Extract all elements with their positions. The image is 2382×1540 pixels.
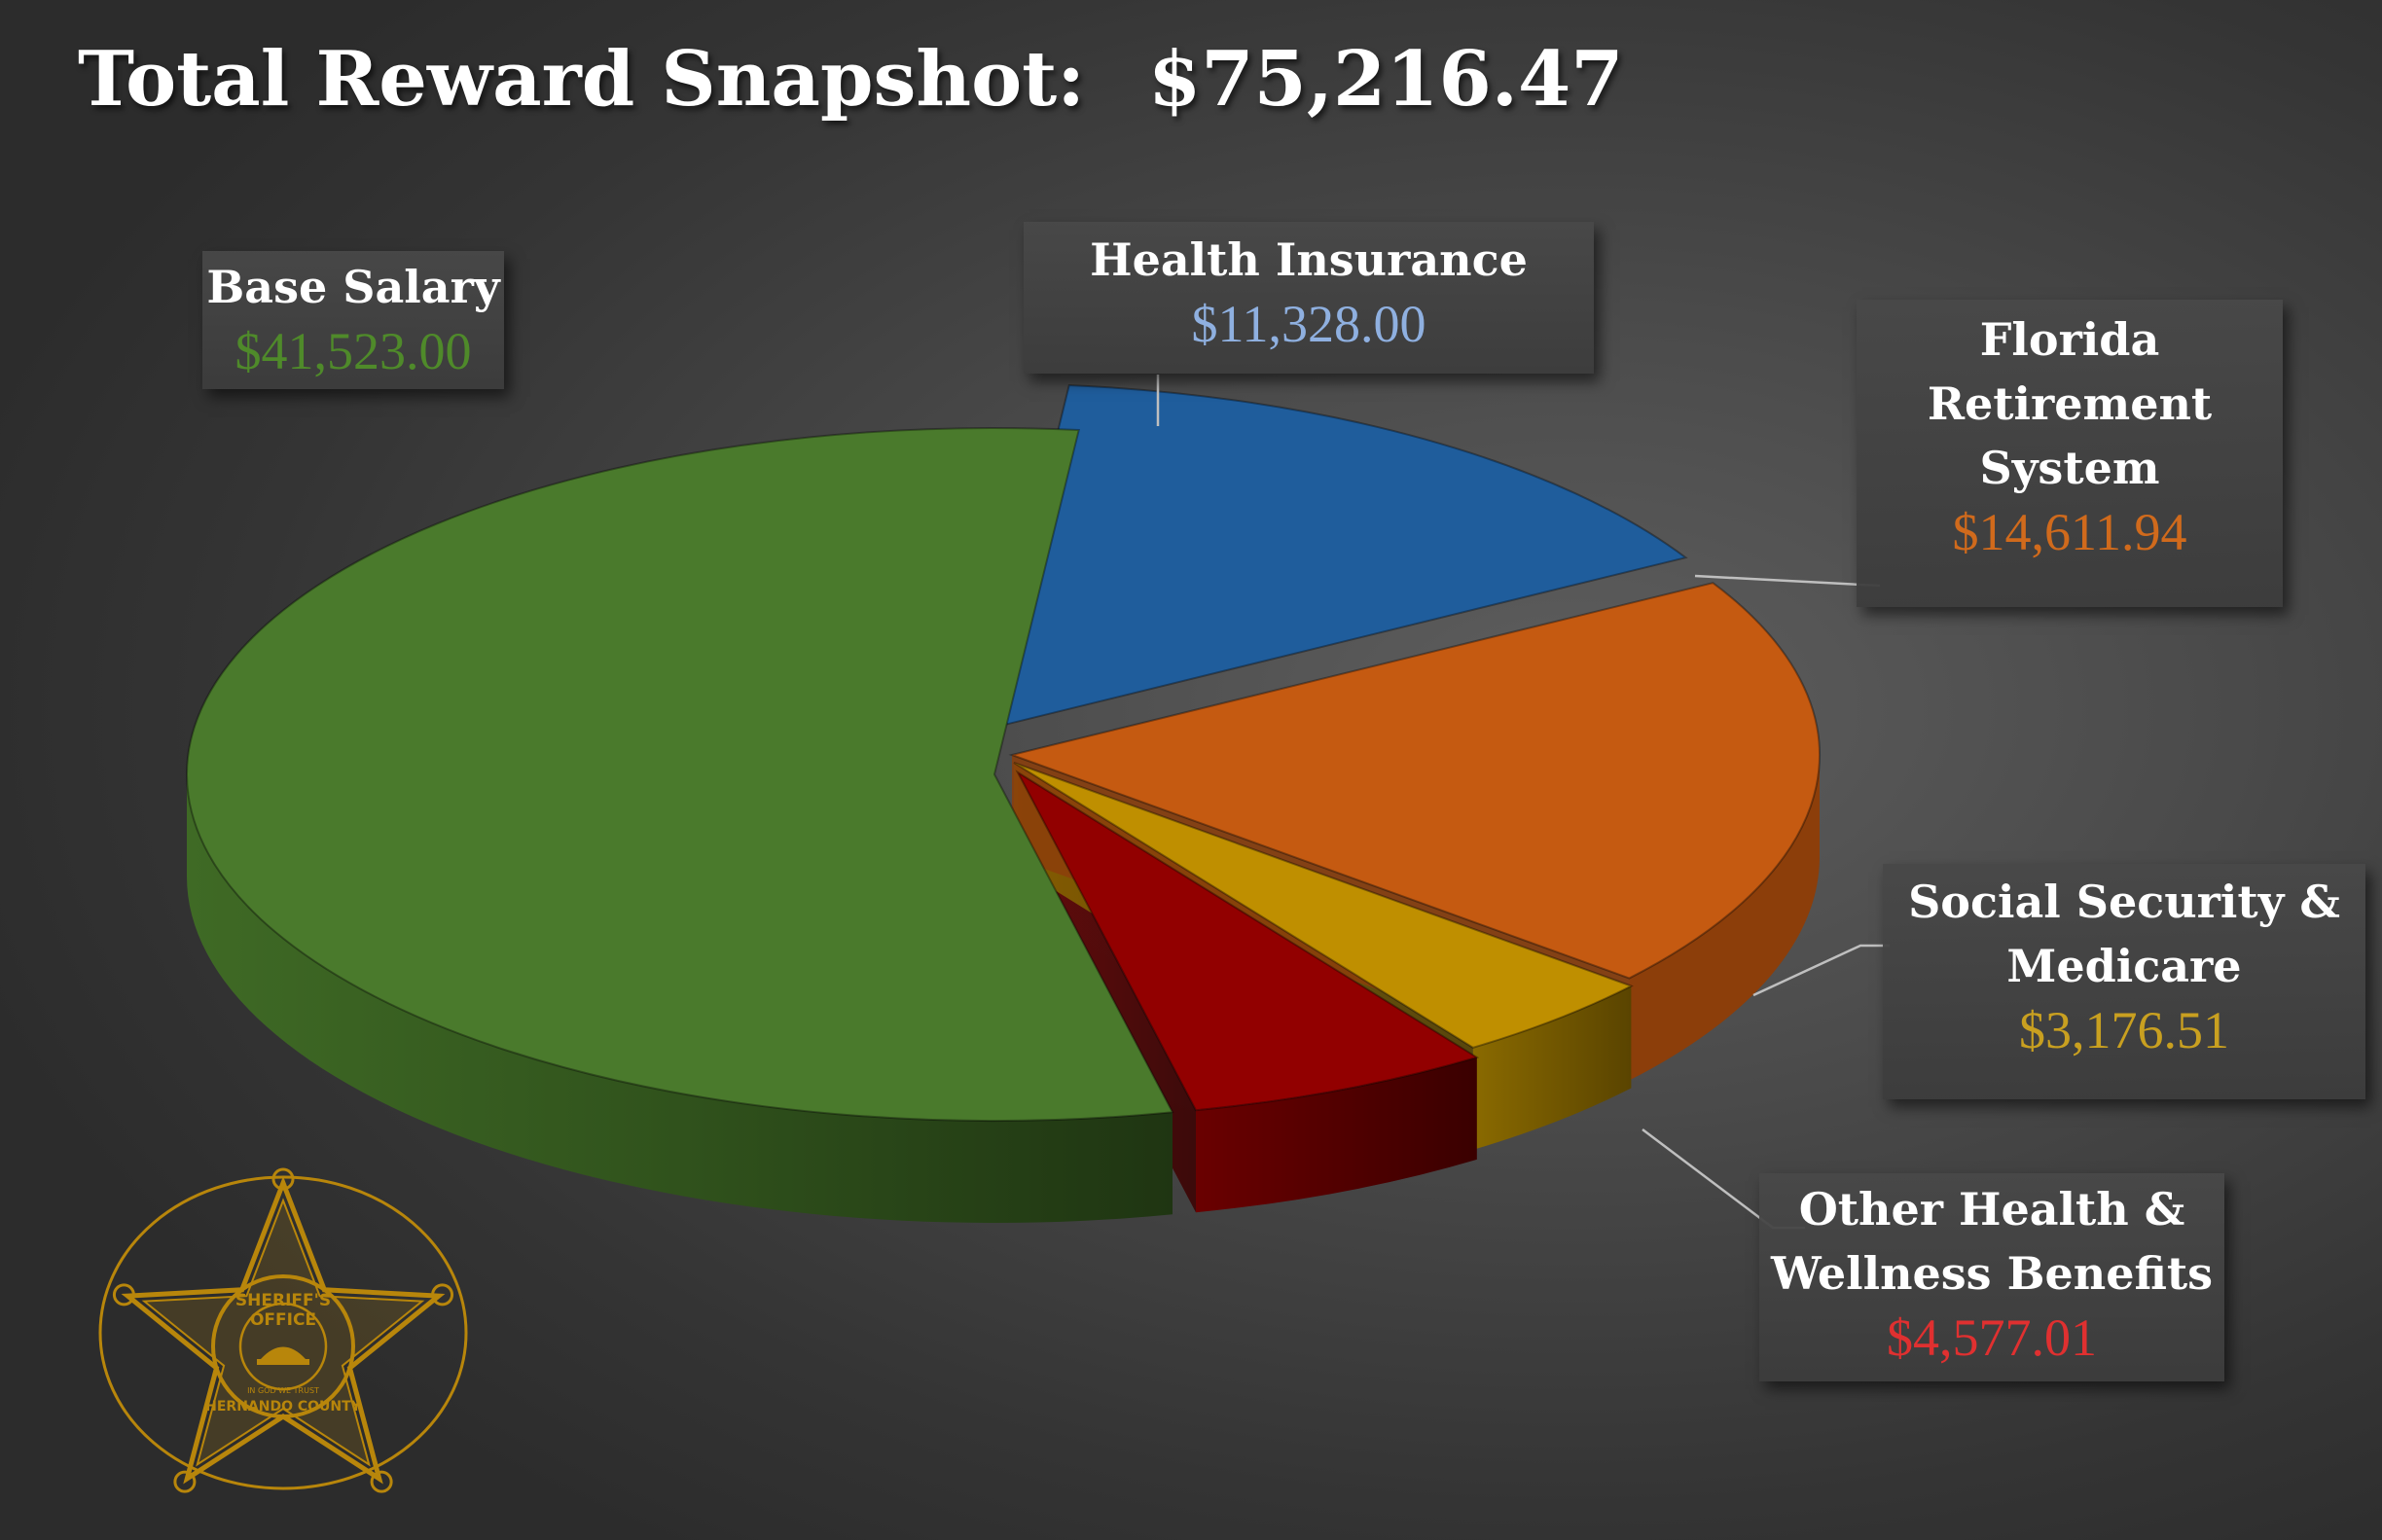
badge-ground-icon (257, 1359, 309, 1365)
badge-sun-icon (261, 1346, 306, 1359)
pie-side-other-health-wellness-benefits (1195, 1057, 1477, 1213)
leader-line-frs (1694, 574, 1881, 588)
page-title: Total Reward Snapshot: (78, 35, 1085, 124)
label-other-health-value: $4,577.01 (1887, 1308, 2097, 1367)
label-other-health-line1: Other Health & (1798, 1183, 2185, 1236)
badge-center-circle (211, 1274, 355, 1418)
pie-slice-florida-retirement-system (1008, 582, 1821, 980)
label-base-salary: Base Salary $41,523.00 (202, 251, 504, 389)
badge-inner-circle (238, 1302, 328, 1391)
badge-star-ball (112, 1283, 135, 1307)
label-other-health: Other Health & Wellness Benefits $4,577.… (1759, 1173, 2224, 1381)
label-social-security-value: $3,176.51 (2019, 1001, 2229, 1059)
badge-text-county: HERNANDO COUNTY (205, 1399, 362, 1415)
badge-star-inner (141, 1198, 425, 1467)
pie-side-base-salary (187, 774, 1173, 1224)
badge-star-ball (431, 1283, 454, 1307)
badge-star-ball (370, 1470, 393, 1493)
label-health-insurance-name: Health Insurance (1090, 233, 1528, 286)
badge-text-office: OFFICE (250, 1310, 316, 1330)
label-social-security-line1: Social Security & (1908, 876, 2340, 928)
pie-slice-other-health-wellness-benefits (1015, 770, 1480, 1112)
pie-slice-social-security-medicare (1013, 762, 1634, 1049)
label-social-security: Social Security & Medicare $3,176.51 (1883, 864, 2365, 1099)
total-value: $75,216.47 (1148, 35, 1624, 124)
label-other-health-line2: Wellness Benefits (1770, 1247, 2214, 1300)
label-frs-line3: System (1979, 442, 2160, 494)
pie-side-social-security-medicare (1472, 985, 1632, 1150)
badge-text-sheriffs: SHERIFF'S (235, 1291, 331, 1310)
pie-tops (186, 383, 1821, 1122)
label-health-insurance: Health Insurance $11,328.00 (1024, 222, 1594, 374)
label-health-insurance-value: $11,328.00 (1191, 295, 1426, 353)
sheriff-badge-logo: SHERIFF'S OFFICE IN GOD WE TRUST HERNAND… (98, 1167, 468, 1493)
label-frs-line2: Retirement (1927, 377, 2213, 430)
label-base-salary-name: Base Salary (206, 261, 500, 313)
leader-line-social (1752, 944, 1890, 997)
label-frs-value: $14,611.94 (1952, 503, 2187, 561)
badge-star-ball (173, 1470, 197, 1493)
label-frs-line1: Florida (1979, 313, 2160, 366)
label-frs: Florida Retirement System $14,611.94 (1857, 300, 2283, 607)
label-social-security-line2: Medicare (2006, 940, 2242, 992)
badge-star-ball (271, 1167, 295, 1191)
label-base-salary-value: $41,523.00 (235, 322, 472, 380)
pie-side-florida-retirement-system (1629, 755, 1820, 1081)
pie-slice-health-insurance (983, 383, 1688, 732)
pie-slice-base-salary (186, 427, 1174, 1122)
badge-text-motto: IN GOD WE TRUST (247, 1386, 319, 1395)
badge-star-points (112, 1167, 454, 1493)
title-row: Total Reward Snapshot: $75,216.47 (78, 35, 1635, 142)
